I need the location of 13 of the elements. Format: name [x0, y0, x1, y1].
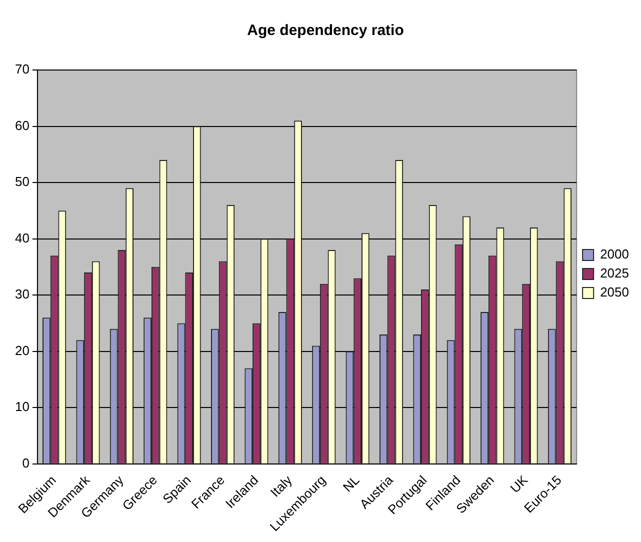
y-tick-label: 50	[14, 174, 30, 190]
y-tick-label: 30	[14, 286, 30, 302]
y-tick-label: 0	[22, 455, 30, 470]
y-tick-label: 20	[14, 342, 30, 358]
legend-label: 2000	[600, 246, 629, 262]
x-tick-label: NL	[340, 472, 362, 495]
legend-label: 2025	[600, 266, 629, 281]
chart-title: Age dependency ratio	[247, 22, 404, 40]
y-tick-label: 10	[14, 399, 30, 414]
y-tick-label: 60	[14, 118, 30, 133]
y-tick-label: 40	[14, 230, 30, 246]
legend-label: 2050	[600, 284, 629, 300]
y-tick-label: 70	[14, 62, 30, 77]
